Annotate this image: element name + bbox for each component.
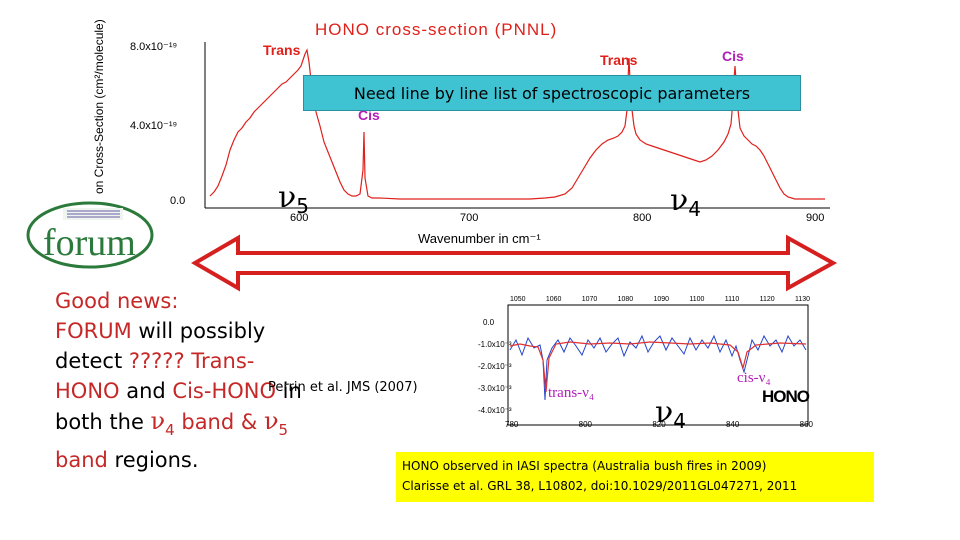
y-tick-label: 8.0x10⁻¹⁹ bbox=[130, 41, 178, 53]
nu-subscript: 4 bbox=[165, 420, 175, 439]
iasi-top-tick: 1050 bbox=[510, 296, 526, 303]
nu-subscript: 4 bbox=[673, 409, 686, 433]
nu-subscript: 5 bbox=[296, 194, 309, 218]
iasi-bottom-ticks: 780 800 820 840 860 bbox=[505, 420, 813, 429]
perrin-reference: Perrin et al. JMS (2007) bbox=[268, 380, 418, 395]
text-fragment: regions. bbox=[107, 447, 199, 472]
iasi-blue-line bbox=[509, 334, 807, 401]
forum-logo: forum bbox=[26, 201, 154, 269]
cis-peak-label: Cis bbox=[722, 48, 744, 64]
nu-symbol: ν bbox=[150, 407, 166, 435]
iasi-top-tick: 1090 bbox=[653, 296, 670, 303]
spectrum-line bbox=[209, 48, 825, 200]
iasi-bottom-tick: 840 bbox=[725, 420, 740, 429]
nu4-band-label: ν4 bbox=[670, 183, 701, 221]
iasi-red-line bbox=[509, 341, 807, 393]
chart-x-axis-label: Wavenumber in cm⁻¹ bbox=[418, 231, 541, 246]
trans-peak-label: Trans bbox=[263, 42, 301, 58]
iasi-frame bbox=[507, 304, 809, 426]
y-tick-label: 0.0 bbox=[170, 195, 186, 207]
iasi-top-tick: 1120 bbox=[759, 296, 775, 303]
nu5-band-label: ν5 bbox=[278, 180, 309, 218]
text-fragment: detect bbox=[55, 349, 129, 373]
nu5-inline: ν5 bbox=[263, 407, 288, 439]
iasi-top-tick: 1060 bbox=[545, 296, 562, 303]
callout-banner: Need line by line list of spectroscopic … bbox=[303, 75, 801, 111]
trans-peak-label: Trans bbox=[600, 52, 638, 68]
iasi-reference-box: HONO observed in IASI spectra (Australia… bbox=[396, 452, 874, 502]
iasi-bottom-tick: 780 bbox=[505, 420, 519, 429]
text-line: both the ν4 band & ν5 bbox=[55, 406, 355, 445]
iasi-bottom-tick: 800 bbox=[578, 420, 593, 429]
iasi-top-tick: 1080 bbox=[617, 296, 634, 303]
iasi-hono-label: HONO bbox=[762, 387, 810, 406]
forum-mention: FORUM bbox=[55, 319, 132, 343]
forum-logo-text: forum bbox=[43, 222, 136, 264]
iasi-y-tick: 0.0 bbox=[483, 318, 495, 327]
x-tick-label: 900 bbox=[806, 212, 825, 224]
iasi-y-tick: -3.0x10⁻³ bbox=[478, 384, 512, 393]
text-fragment: ????? Trans- bbox=[128, 349, 255, 373]
text-fragment: both the bbox=[55, 410, 151, 434]
nu-symbol: ν bbox=[263, 407, 279, 435]
text-fragment: in bbox=[276, 379, 302, 403]
cis-peak-label: Cis bbox=[358, 107, 380, 123]
iasi-nu4-label: ν4 bbox=[655, 395, 686, 433]
text-line: FORUM will possibly bbox=[55, 316, 355, 346]
text-fragment: HONO bbox=[55, 379, 120, 403]
reference-line: HONO observed in IASI spectra (Australia… bbox=[402, 459, 767, 473]
nu-subscript: 5 bbox=[278, 420, 289, 439]
double-arrow-shape bbox=[191, 234, 838, 292]
iasi-top-tick: 1130 bbox=[794, 296, 810, 303]
nu-symbol: ν bbox=[670, 183, 689, 218]
iasi-top-tick: 1070 bbox=[581, 296, 598, 303]
x-tick-label: 700 bbox=[460, 212, 479, 224]
iasi-bottom-tick: 820 bbox=[652, 420, 666, 429]
text-fragment: band bbox=[55, 447, 108, 472]
text-fragment: Cis-HONO bbox=[172, 379, 276, 403]
text-fragment: will possibly bbox=[131, 319, 266, 343]
text-line: detect ????? Trans- bbox=[55, 346, 355, 376]
text-line: Good news: bbox=[55, 286, 355, 316]
reference-line: Clarisse et al. GRL 38, L10802, doi:10.1… bbox=[402, 479, 798, 493]
y-tick-label: 4.0x10⁻¹⁹ bbox=[130, 120, 178, 132]
spectrum-axes bbox=[204, 42, 830, 209]
text-line: band regions. bbox=[55, 445, 355, 475]
iasi-bottom-tick: 860 bbox=[799, 420, 813, 429]
x-tick-label: 800 bbox=[633, 212, 652, 224]
iasi-trans-label: trans-ν₄ bbox=[548, 385, 595, 401]
iasi-top-tick: 1100 bbox=[689, 296, 705, 303]
good-news-text: Good news: FORUM will possibly detect ??… bbox=[55, 286, 355, 475]
iasi-y-tick: -4.0x10⁻³ bbox=[478, 406, 512, 415]
text-fragment: and bbox=[119, 379, 173, 403]
nu-symbol: ν bbox=[655, 395, 674, 430]
good-news-heading: Good news: bbox=[55, 289, 179, 313]
iasi-y-tick: -1.0x10⁻³ bbox=[478, 340, 512, 349]
nu-subscript: 4 bbox=[688, 197, 701, 221]
x-tick-label: 600 bbox=[290, 212, 309, 224]
iasi-top-ticks: 1050 1060 1070 1080 1090 1100 1110 1120 … bbox=[510, 296, 810, 303]
text-fragment: band & bbox=[174, 410, 264, 434]
nu-symbol: ν bbox=[278, 180, 297, 215]
iasi-y-tick: -2.0x10⁻³ bbox=[478, 362, 512, 371]
chart-title: HONO cross-section (PNNL) bbox=[315, 20, 558, 39]
iasi-cis-label: cis-ν₄ bbox=[737, 370, 771, 386]
text-line: HONO and Cis-HONO in bbox=[55, 376, 355, 406]
iasi-top-tick: 1110 bbox=[724, 296, 740, 303]
nu4-inline: ν4 bbox=[150, 407, 175, 439]
